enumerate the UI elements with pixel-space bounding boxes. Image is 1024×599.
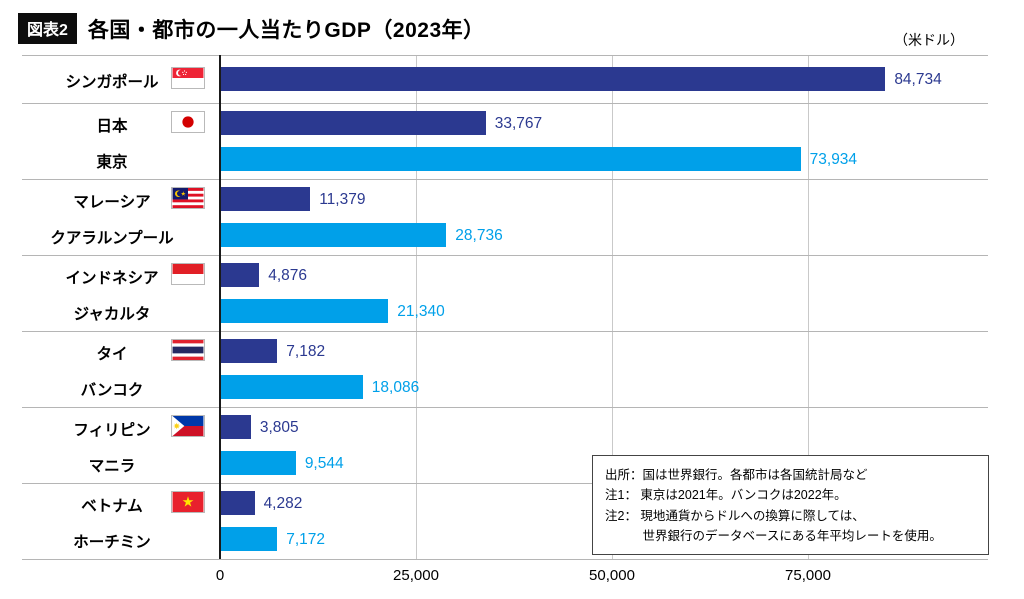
page-title: 各国・都市の一人当たりGDP（2023年） [87,18,485,42]
city-value-label: 21,340 [397,303,445,320]
country-label: フィリピン [73,422,151,439]
note-line: 注2： 現地通貨からドルへの換算に際しては、 [605,508,865,523]
note-line: 注1： 東京は2021年。バンコクは2022年。 [605,488,847,503]
group-separator [22,483,988,484]
country-value-label: 33,767 [494,115,543,132]
country-value-label: 3,805 [259,419,299,436]
country-label: 日本 [96,118,128,135]
group-separator [22,103,988,104]
gridline [807,55,809,559]
notes-box: 出所：国は世界銀行。各都市は各国統計局など 注1： 東京は2021年。バンコクは2… [592,455,989,555]
country-value-label: 7,182 [286,343,326,360]
country-label: タイ [96,346,128,363]
country-bar [221,111,486,135]
city-value-label: 7,172 [286,531,326,548]
chart-header: 図表2 各国・都市の一人当たりGDP（2023年） [18,13,485,44]
country-bar [221,339,278,363]
city-label: ホーチミン [73,534,151,551]
malaysia-flag-icon [171,187,205,209]
philippines-flag-icon [171,415,205,437]
figure-tag: 図表2 [18,13,77,44]
notes-text: 出所：国は世界銀行。各都市は各国統計局など 注1： 東京は2021年。バンコクは2… [605,465,976,546]
country-bar [221,67,886,91]
x-axis-tick-label: 75,000 [785,567,831,584]
japan-flag-icon [171,111,205,133]
country-bar [221,187,311,211]
note-line: 出所：国は世界銀行。各都市は各国統計局など [605,468,868,482]
indonesia-flag-icon [171,263,205,285]
city-bar [221,527,278,551]
country-value-label: 4,282 [263,495,303,512]
country-bar [221,415,251,439]
thailand-flag-icon [171,339,205,361]
city-label: 東京 [96,154,128,171]
group-separator [22,255,988,256]
country-bar [221,491,255,515]
gridline [611,55,613,559]
singapore-flag-icon [171,67,205,89]
y-axis-line [219,55,221,559]
country-label: マレーシア [73,194,151,211]
group-separator [22,407,988,408]
note-line: 世界銀行のデータベースにある年平均レートを使用。 [605,528,942,543]
group-separator [22,331,988,332]
x-axis-tick-label: 0 [215,567,225,584]
country-label: インドネシア [65,270,159,287]
city-label: ジャカルタ [73,306,151,323]
country-label: シンガポール [65,74,159,91]
unit-label: （米ドル） [894,32,964,48]
city-value-label: 28,736 [455,227,503,244]
city-bar [221,299,389,323]
group-separator [22,559,988,560]
country-value-label: 11,379 [319,191,366,208]
city-value-label: 18,086 [371,379,420,396]
city-label: バンコク [80,382,144,399]
country-value-label: 84,734 [894,71,942,88]
city-value-label: 9,544 [304,455,344,472]
city-label: クアラルンプール [50,230,174,247]
country-label: ベトナム [81,498,143,515]
group-separator [22,179,988,180]
country-bar [221,263,260,287]
city-bar [221,223,447,247]
city-label: マニラ [88,458,136,475]
city-bar [221,451,296,475]
city-value-label: 73,934 [809,151,858,168]
country-value-label: 4,876 [268,267,308,284]
group-separator [22,55,988,56]
gridline [415,55,417,559]
city-bar [221,375,363,399]
x-axis-tick-label: 25,000 [393,567,439,584]
city-bar [221,147,801,171]
vietnam-flag-icon [171,491,205,513]
x-axis-tick-label: 50,000 [589,567,635,584]
